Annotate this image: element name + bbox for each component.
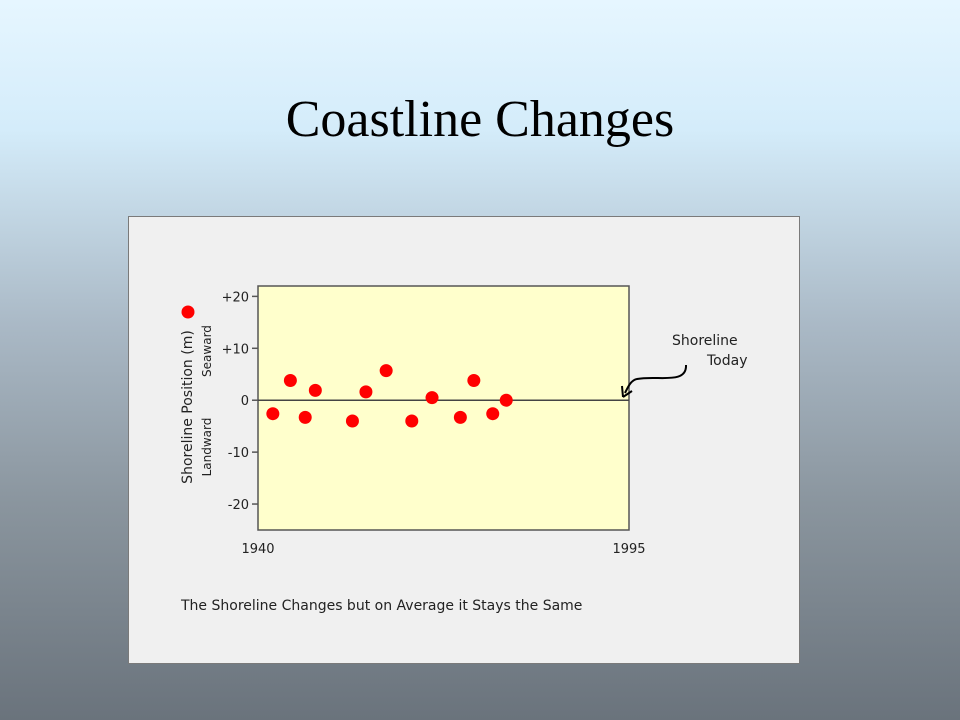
- data-point: [283, 373, 297, 387]
- data-point: [298, 410, 312, 424]
- y-axis-ticks: +20 +10 0 -10 -20: [222, 290, 258, 513]
- y-axis-label-seaward: Seaward: [200, 325, 214, 377]
- legend-marker: [181, 305, 195, 319]
- annotation-line-1: Shoreline: [672, 333, 738, 349]
- data-point: [345, 414, 359, 428]
- annotation-arrow: [624, 364, 688, 394]
- data-point: [499, 393, 513, 407]
- data-point: [266, 407, 280, 421]
- y-tick-label: 0: [241, 394, 249, 409]
- data-point: [467, 373, 481, 387]
- y-tick-label: +10: [222, 342, 249, 357]
- y-tick-label: -10: [228, 446, 249, 461]
- x-tick-label: 1940: [241, 542, 274, 557]
- data-point: [486, 407, 500, 421]
- y-tick-label: +20: [222, 290, 249, 305]
- data-point: [379, 364, 393, 378]
- data-point: [425, 391, 439, 405]
- data-point: [453, 410, 467, 424]
- chart-figure: +20 +10 0 -10 -20 1940 1995 Shoreline Positio…: [128, 216, 800, 664]
- x-axis-ticks: 1940 1995: [241, 542, 645, 557]
- y-axis-label-landward: Landward: [200, 418, 214, 477]
- y-axis-label: Shoreline Position (m): [180, 330, 196, 484]
- data-point: [359, 385, 373, 399]
- chart-caption: The Shoreline Changes but on Average it …: [180, 598, 582, 614]
- y-tick-label: -20: [228, 498, 249, 513]
- annotation-arrowhead: [621, 385, 633, 398]
- chart-svg: +20 +10 0 -10 -20 1940 1995 Shoreline Positio…: [180, 285, 748, 614]
- data-point: [308, 383, 322, 397]
- data-points: [266, 364, 513, 428]
- slide-title: Coastline Changes: [285, 91, 675, 148]
- x-tick-label: 1995: [612, 542, 645, 557]
- plot-area: [257, 285, 630, 531]
- annotation-line-2: Today: [706, 353, 748, 369]
- data-point: [405, 414, 419, 428]
